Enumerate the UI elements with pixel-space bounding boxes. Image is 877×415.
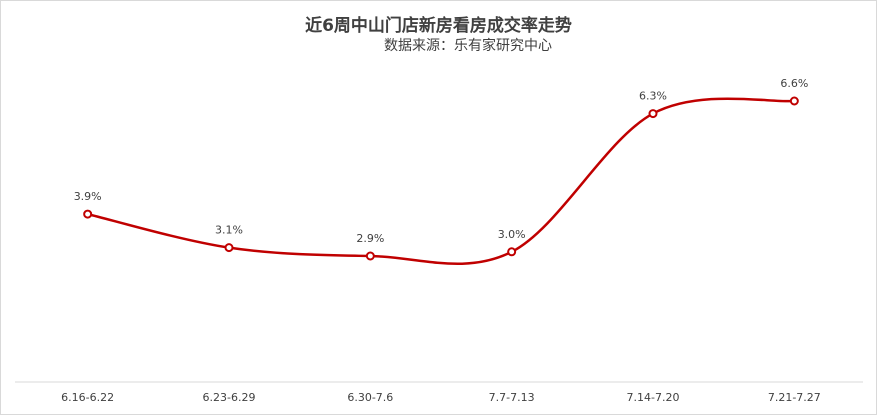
x-tick-label: 6.16-6.22 xyxy=(61,391,114,404)
x-tick-label: 7.7-7.13 xyxy=(489,391,535,404)
data-point xyxy=(507,247,517,257)
x-tick-label: 7.14-7.20 xyxy=(627,391,680,404)
data-point xyxy=(789,96,799,106)
chart-title: 近6周中山门店新房看房成交率走势 xyxy=(305,16,572,36)
data-label: 6.6% xyxy=(780,77,808,90)
series-line xyxy=(86,97,796,266)
data-point xyxy=(224,243,234,253)
x-tick-label: 6.30-7.6 xyxy=(347,391,393,404)
data-point xyxy=(648,109,658,119)
data-label: 2.9% xyxy=(356,232,384,245)
data-label: 3.1% xyxy=(215,224,243,237)
x-tick-label: 6.23-6.29 xyxy=(203,391,256,404)
x-tick-label: 7.21-7.27 xyxy=(768,391,821,404)
data-point xyxy=(365,251,375,261)
chart-subtitle: 数据来源：乐有家研究中心 xyxy=(384,38,552,54)
data-label: 3.9% xyxy=(74,190,102,203)
data-point xyxy=(83,209,93,219)
data-label: 3.0% xyxy=(498,228,526,241)
data-label: 6.3% xyxy=(639,90,667,103)
